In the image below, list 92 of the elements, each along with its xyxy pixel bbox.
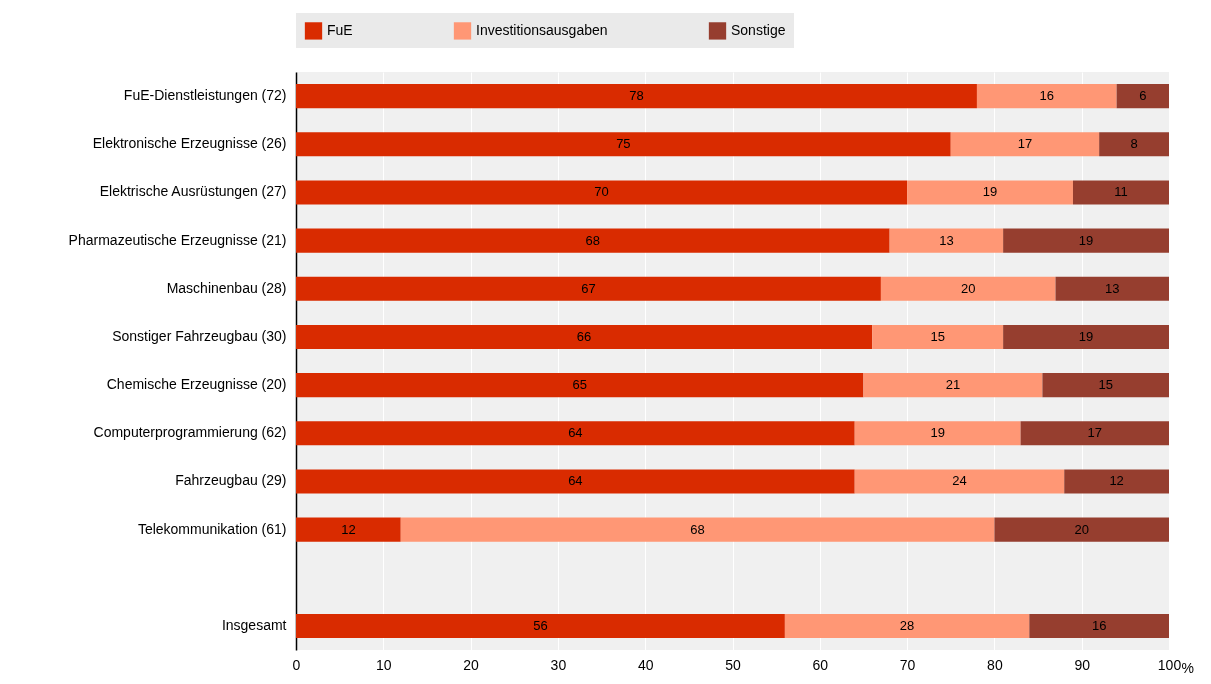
data-label: 19 bbox=[1078, 232, 1094, 248]
data-label: 21 bbox=[945, 377, 961, 393]
data-label: 75 bbox=[616, 136, 631, 152]
bar bbox=[994, 517, 1169, 542]
x-tick-label: 10 bbox=[376, 656, 392, 673]
data-label: 17 bbox=[1087, 425, 1103, 441]
bar bbox=[296, 132, 951, 157]
bar bbox=[1116, 84, 1169, 109]
data-label: 64 bbox=[568, 473, 583, 489]
bar bbox=[400, 517, 995, 542]
data-label: 78 bbox=[629, 88, 644, 104]
data-label: 11 bbox=[1114, 184, 1128, 200]
data-label: 8 bbox=[1130, 136, 1138, 152]
data-label: 24 bbox=[952, 473, 967, 489]
x-tick-label: 60 bbox=[812, 656, 829, 673]
x-tick-label: 30 bbox=[550, 656, 567, 673]
bar bbox=[296, 84, 977, 109]
y-tick-label: Insgesamt bbox=[221, 616, 287, 633]
data-label: 56 bbox=[533, 617, 548, 633]
data-label: 28 bbox=[899, 617, 915, 633]
x-tick-label: 20 bbox=[463, 656, 480, 673]
data-label: 19 bbox=[1078, 328, 1094, 344]
data-label: 16 bbox=[1039, 88, 1055, 104]
bar bbox=[1020, 421, 1169, 446]
y-tick-label: Sonstiger Fahrzeugbau (30) bbox=[112, 327, 287, 344]
y-tick-label: Fahrzeugbau (29) bbox=[175, 472, 287, 489]
x-tick-label: 100 bbox=[1157, 656, 1182, 673]
data-label: 13 bbox=[1105, 280, 1120, 296]
bar bbox=[296, 469, 855, 494]
data-label: 20 bbox=[1074, 521, 1089, 537]
bar bbox=[872, 324, 1004, 349]
data-label: 6 bbox=[1139, 88, 1147, 104]
x-tick-label: 80 bbox=[987, 656, 1003, 673]
data-label: 70 bbox=[594, 184, 609, 200]
y-tick-label: Elektronische Erzeugnisse (26) bbox=[92, 135, 287, 152]
bar bbox=[1055, 276, 1169, 301]
bar bbox=[296, 421, 855, 446]
y-tick-label: Telekommunikation (61) bbox=[137, 520, 287, 537]
bar bbox=[1072, 180, 1169, 205]
bar bbox=[854, 469, 1065, 494]
bar bbox=[950, 132, 1100, 157]
x-tick-label: 70 bbox=[899, 656, 916, 673]
bar bbox=[1042, 373, 1169, 398]
data-label: 68 bbox=[585, 232, 601, 248]
data-label: 65 bbox=[572, 377, 587, 393]
data-label: 16 bbox=[1091, 617, 1107, 633]
bar bbox=[1003, 324, 1169, 349]
bar bbox=[784, 613, 1030, 638]
data-label: 68 bbox=[690, 521, 705, 537]
x-tick-label: 50 bbox=[725, 656, 741, 673]
y-tick-label: Computerprogrammierung (62) bbox=[93, 424, 287, 441]
bar bbox=[296, 324, 873, 349]
bar bbox=[296, 613, 785, 638]
bar bbox=[296, 228, 890, 253]
bar bbox=[296, 373, 864, 398]
data-label: 67 bbox=[581, 280, 596, 296]
bar bbox=[854, 421, 1021, 446]
x-tick-label: 0 bbox=[292, 656, 301, 673]
bar bbox=[1064, 469, 1169, 494]
data-label: 15 bbox=[1098, 377, 1113, 393]
data-label: 15 bbox=[930, 328, 945, 344]
bar bbox=[296, 517, 401, 542]
data-label: 19 bbox=[930, 425, 945, 441]
y-tick-label: Maschinenbau (28) bbox=[166, 279, 287, 296]
bar bbox=[1003, 228, 1169, 253]
bar bbox=[889, 228, 1004, 253]
legend-label: Sonstige bbox=[731, 21, 786, 38]
data-label: 12 bbox=[1109, 473, 1124, 489]
data-label: 20 bbox=[960, 280, 976, 296]
data-label: 17 bbox=[1017, 136, 1033, 152]
x-tick-label: 40 bbox=[637, 656, 654, 673]
y-tick-label: FuE-Dienstleistungen (72) bbox=[123, 87, 287, 104]
data-label: 12 bbox=[341, 521, 356, 537]
bar bbox=[296, 276, 881, 301]
bar bbox=[863, 373, 1043, 398]
data-label: 13 bbox=[939, 232, 954, 248]
data-label: 66 bbox=[576, 328, 592, 344]
data-label: 19 bbox=[982, 184, 998, 200]
y-tick-label: Chemische Erzeugnisse (20) bbox=[106, 376, 287, 393]
bar bbox=[907, 180, 1073, 205]
data-label: 64 bbox=[568, 425, 583, 441]
legend-label: Investitionsausgaben bbox=[476, 21, 608, 38]
bar bbox=[1099, 132, 1169, 157]
legend-label: FuE bbox=[327, 21, 353, 38]
bar bbox=[880, 276, 1056, 301]
y-tick-label: Elektrische Ausrüstungen (27) bbox=[99, 183, 287, 200]
y-tick-label: Pharmazeutische Erzeugnisse (21) bbox=[68, 231, 287, 248]
x-tick-label: 90 bbox=[1074, 656, 1091, 673]
bar bbox=[296, 180, 908, 205]
x-axis-title: % bbox=[1181, 659, 1194, 676]
bar bbox=[976, 84, 1117, 109]
bar bbox=[1029, 613, 1169, 638]
